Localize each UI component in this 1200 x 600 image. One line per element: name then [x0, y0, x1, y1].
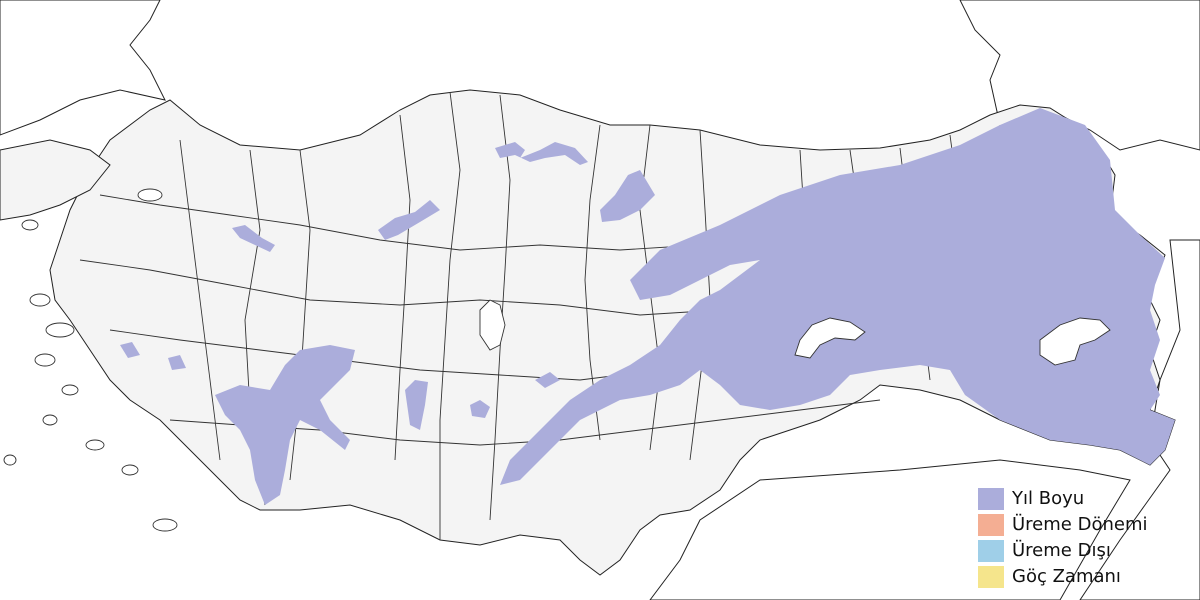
legend-item-breeding: Üreme Dönemi	[978, 512, 1178, 538]
range-year-round	[120, 108, 1175, 505]
legend-item-non-breeding: Üreme Dışı	[978, 538, 1178, 564]
range-west-spot-2	[168, 355, 186, 370]
range-east-region	[500, 108, 1175, 485]
lake-keban	[794, 317, 866, 359]
legend-label: Üreme Dönemi	[1012, 514, 1148, 535]
legend-swatch	[978, 514, 1004, 536]
legend-label: Göç Zamanı	[1012, 566, 1121, 587]
range-bolu	[378, 200, 440, 240]
neighbor-land-south	[649, 459, 1131, 600]
range-taurus-west	[215, 345, 355, 505]
neighbor-land-east	[1079, 239, 1200, 600]
lake-tuz	[479, 299, 506, 351]
legend-item-year-round: Yıl Boyu	[978, 486, 1178, 512]
range-konya	[405, 380, 428, 430]
legend-label: Yıl Boyu	[1012, 488, 1085, 509]
legend-swatch	[978, 488, 1004, 510]
map-legend: Yıl Boyu Üreme Dönemi Üreme Dışı Göç Zam…	[978, 486, 1178, 590]
legend-swatch	[978, 566, 1004, 588]
range-marmara	[232, 225, 275, 252]
range-konya-small	[470, 400, 490, 418]
range-black-sea	[495, 142, 588, 165]
range-tokat	[600, 170, 655, 222]
legend-item-migration: Göç Zamanı	[978, 564, 1178, 590]
legend-label: Üreme Dışı	[1012, 540, 1111, 561]
range-west-spot	[120, 342, 140, 358]
lake-van-overlay	[1039, 317, 1111, 366]
legend-swatch	[978, 540, 1004, 562]
range-central-spot	[535, 372, 560, 388]
thrace-outline	[0, 139, 111, 221]
neighbor-land-northwest	[0, 0, 166, 136]
islands	[3, 188, 178, 532]
